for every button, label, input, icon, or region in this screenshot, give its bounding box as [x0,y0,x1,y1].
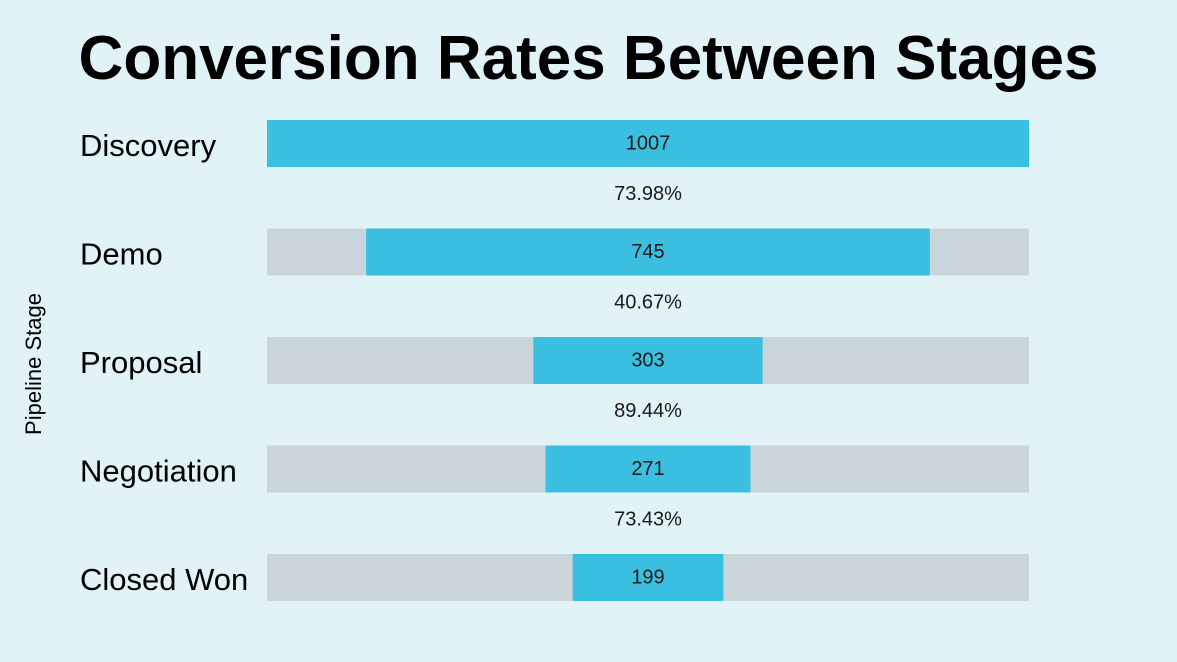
conversion-rate-label: 40.67% [614,292,682,314]
chart-title: Conversion Rates Between Stages [78,24,1099,93]
conversion-rate-label: 89.44% [614,400,682,422]
funnel-bar [545,445,751,493]
stage-label: Proposal [80,345,202,380]
stage-label: Discovery [80,128,217,163]
conversion-rate-label: 73.98% [614,183,682,205]
stage-label: Closed Won [80,562,248,597]
stage-label: Demo [80,237,163,272]
funnel-bar [572,554,724,601]
bar-value-label: 199 [631,567,664,589]
funnel-bar [533,337,763,384]
bar-value-label: 303 [631,350,664,372]
bar-value-label: 271 [631,458,664,480]
conversion-rate-label: 73.43% [614,509,682,531]
funnel-bar [366,228,930,276]
funnel-bar [267,120,1029,167]
stage-label: Negotiation [80,454,237,489]
bar-value-label: 1007 [626,133,671,155]
bar-value-label: 745 [631,241,664,263]
